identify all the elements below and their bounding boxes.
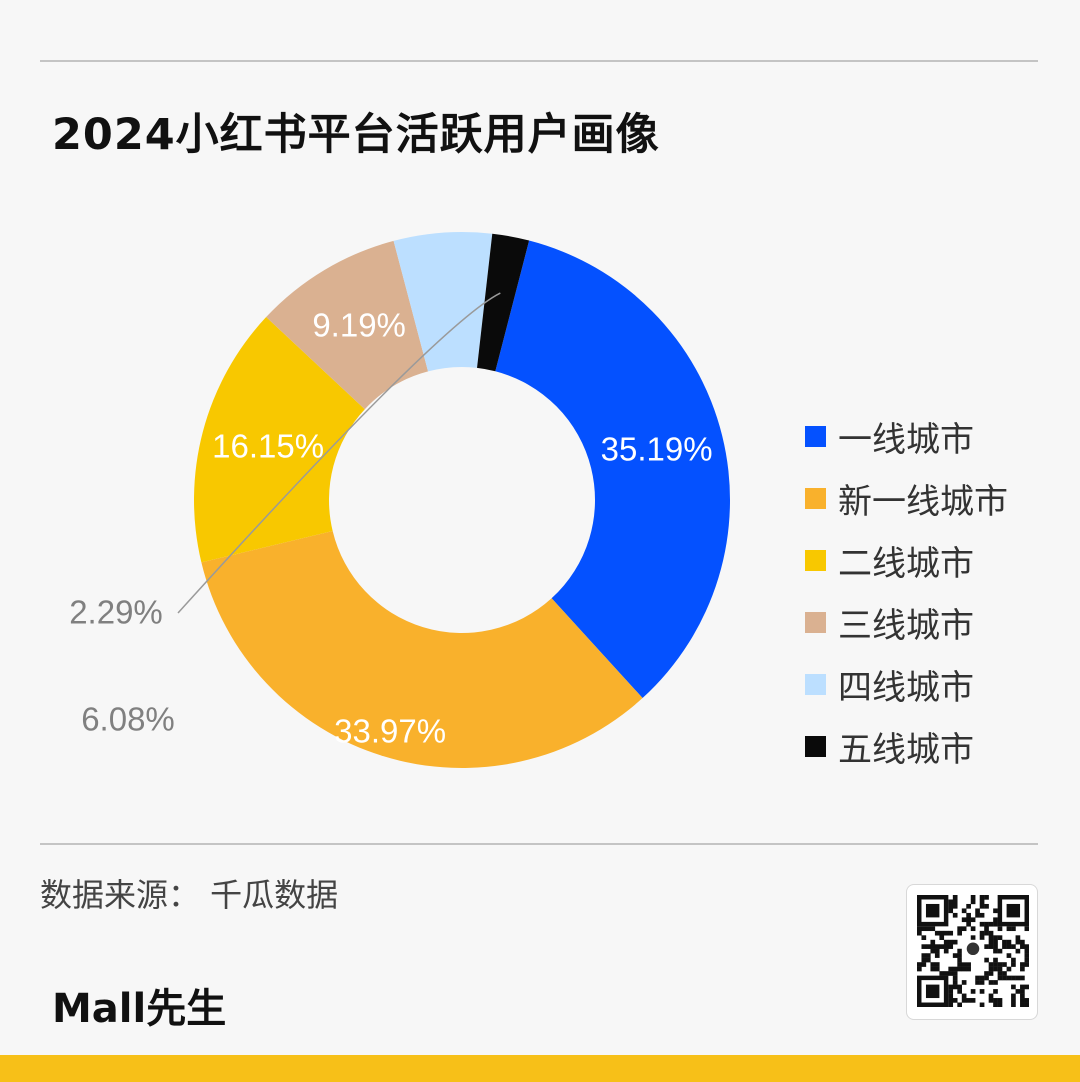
legend-label: 五线城市 [838,729,974,770]
legend-swatch [805,611,826,633]
chart-title: 2024小红书平台活跃用户画像 [52,110,660,160]
slice-5 [393,232,493,372]
qr-code-icon [917,895,1029,1007]
source-note: 数据来源： 千瓜数据 [40,876,339,914]
accent-bar [0,1055,1080,1082]
slice-4 [266,240,429,410]
value-label-4: 9.19% [312,307,406,344]
legend-label: 四线城市 [838,667,974,708]
legend-swatch [805,735,826,757]
legend-label: 三线城市 [838,605,974,646]
legend-item-2: 新一线城市 [805,467,1008,529]
legend-item-3: 二线城市 [805,529,1008,591]
legend-item-4: 三线城市 [805,591,1008,653]
bottom-divider [40,843,1038,845]
legend-label: 新一线城市 [838,481,1008,522]
legend-label: 一线城市 [838,419,974,460]
legend-swatch [805,673,826,695]
legend-item-1: 一线城市 [805,405,1008,467]
legend-item-5: 四线城市 [805,653,1008,715]
legend: 一线城市新一线城市二线城市三线城市四线城市五线城市 [805,405,1008,777]
legend-swatch [805,549,826,571]
brand-logo: Mall先生 [52,986,227,1032]
legend-label: 二线城市 [838,543,974,584]
slice-6 [477,233,530,372]
value-label-2: 33.97% [334,712,446,749]
leader-line [177,292,501,614]
top-divider [40,60,1038,62]
value-label-1: 35.19% [601,430,713,467]
label-group: 35.19% 33.97% 16.15% 9.19% 6.08% 2.29% [69,292,713,749]
slice-group [194,232,731,768]
slice-1 [495,240,731,699]
value-label-6: 2.29% [69,594,163,631]
value-label-3: 16.15% [212,428,324,465]
legend-swatch [805,425,826,447]
qr-code[interactable] [906,884,1038,1020]
slice-3 [194,317,365,563]
slice-2 [201,530,643,768]
legend-swatch [805,487,826,509]
legend-item-6: 五线城市 [805,715,1008,777]
value-label-5: 6.08% [81,701,175,738]
